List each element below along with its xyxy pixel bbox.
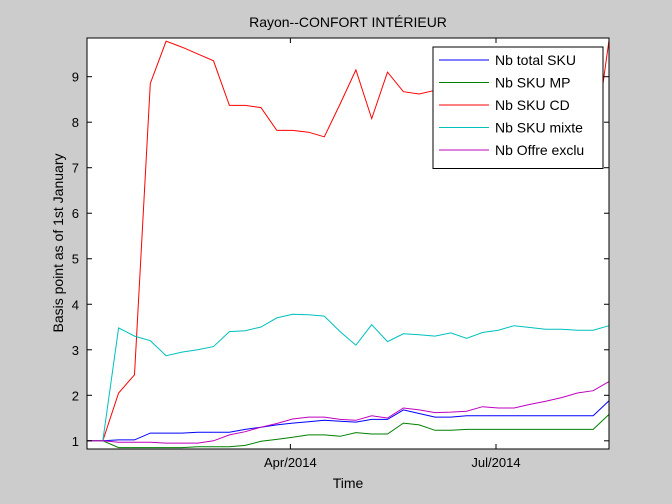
legend-label: Nb SKU CD bbox=[495, 97, 570, 113]
legend-box bbox=[432, 46, 604, 169]
y-tick-label: 7 bbox=[72, 161, 79, 176]
legend-label: Nb Offre exclu bbox=[495, 142, 584, 158]
y-tick-label: 5 bbox=[72, 252, 79, 267]
y-tick-label: 2 bbox=[72, 388, 79, 403]
legend-label: Nb SKU MP bbox=[495, 75, 570, 91]
y-axis: 1 2 3 4 5 6 7 8 9 bbox=[72, 70, 609, 449]
series-line-2 bbox=[87, 414, 610, 449]
y-axis-label: Basis point as of 1st January bbox=[50, 154, 66, 333]
legend-label: Nb SKU mixte bbox=[495, 120, 583, 136]
y-tick-label: 1 bbox=[72, 434, 79, 449]
series-line-4 bbox=[87, 313, 610, 442]
y-tick-label: 4 bbox=[72, 297, 79, 312]
x-axis-label: Time bbox=[333, 475, 364, 491]
y-tick-label: 3 bbox=[72, 343, 79, 358]
x-tick-label: Apr/2014 bbox=[264, 455, 317, 470]
y-tick-label: 9 bbox=[72, 70, 79, 85]
plot-frame bbox=[86, 37, 610, 450]
series-line-1 bbox=[87, 400, 610, 442]
series-line-5 bbox=[87, 381, 610, 444]
y-tick-label: 6 bbox=[72, 206, 79, 221]
y-tick-label: 8 bbox=[72, 115, 79, 130]
legend-label: Nb total SKU bbox=[495, 52, 576, 68]
chart-title: Rayon--CONFORT INTÉRIEUR bbox=[249, 14, 447, 30]
x-tick-label: Jul/2014 bbox=[471, 455, 520, 470]
x-axis: Apr/2014 Jul/2014 bbox=[264, 38, 521, 470]
legend: Nb total SKU Nb SKU MP Nb SKU CD Nb SKU mix… bbox=[432, 46, 604, 169]
